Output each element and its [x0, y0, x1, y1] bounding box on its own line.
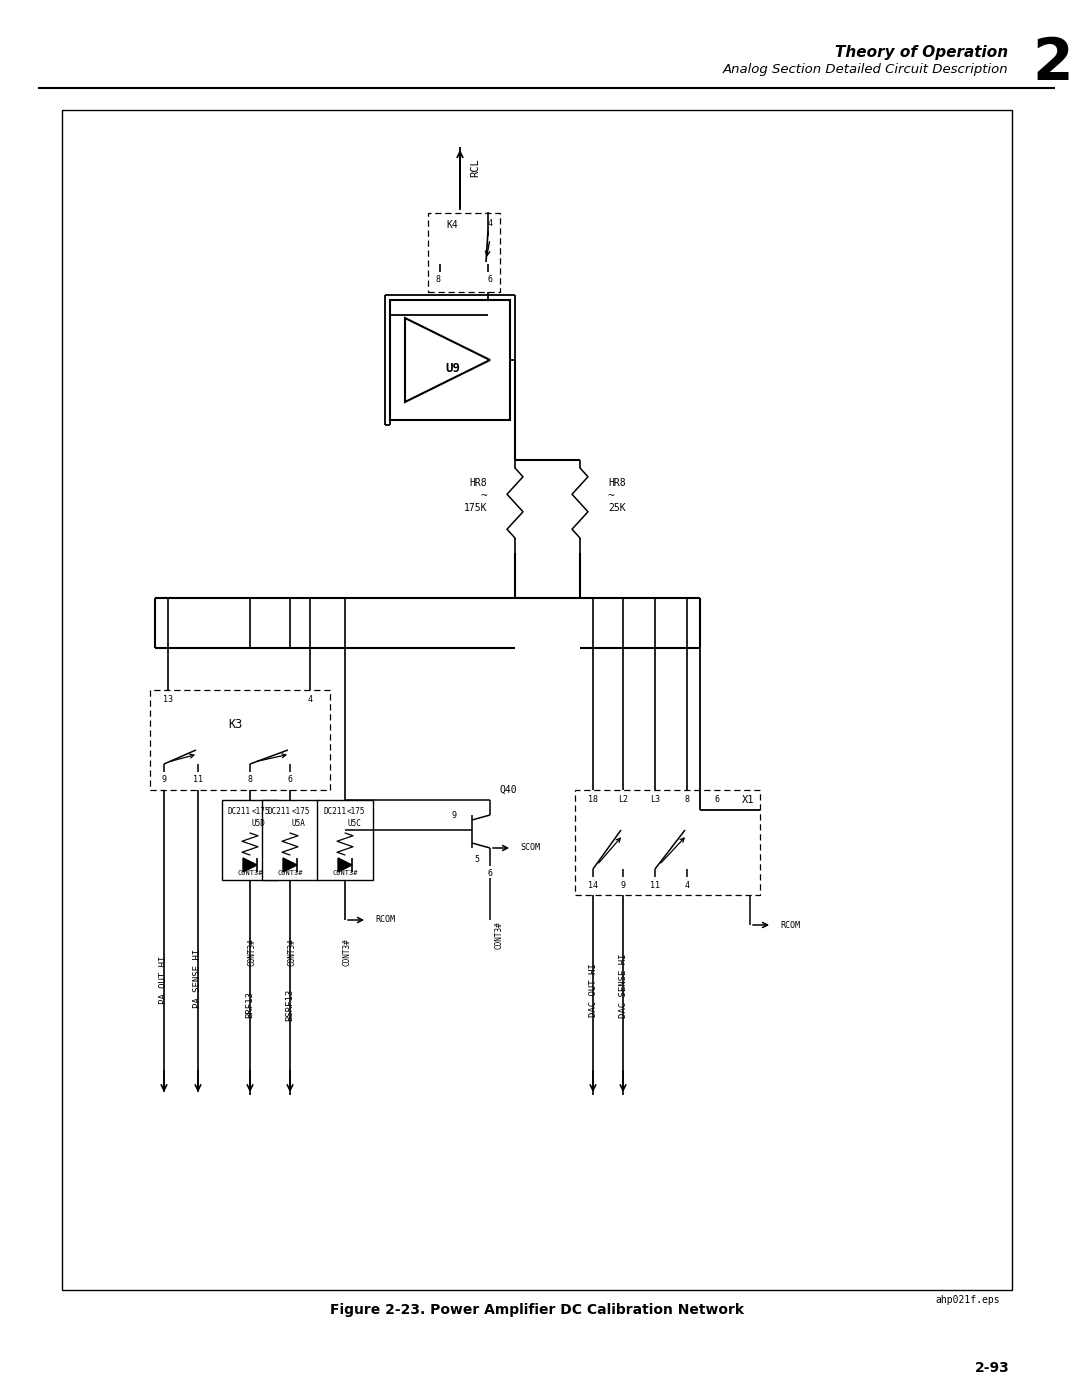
- Text: 11: 11: [193, 775, 203, 785]
- Text: 8: 8: [247, 775, 253, 785]
- Text: <175: <175: [347, 806, 365, 816]
- Text: CONT3#: CONT3#: [247, 939, 257, 965]
- Text: CONT3#: CONT3#: [495, 921, 504, 949]
- Text: HR8: HR8: [608, 478, 625, 488]
- Text: CONT3#: CONT3#: [342, 939, 351, 965]
- Text: U5A: U5A: [292, 820, 306, 828]
- Text: 2: 2: [1032, 35, 1074, 91]
- Text: DC211: DC211: [268, 806, 292, 816]
- Text: 18: 18: [588, 795, 598, 805]
- Text: ~: ~: [608, 490, 615, 502]
- Text: 8: 8: [685, 795, 689, 805]
- Text: Theory of Operation: Theory of Operation: [835, 45, 1008, 60]
- Text: SCOM: SCOM: [519, 844, 540, 852]
- Text: DC211: DC211: [323, 806, 346, 816]
- Text: DAC SENSE HI: DAC SENSE HI: [619, 954, 627, 1018]
- Text: DC211: DC211: [228, 806, 252, 816]
- Text: DAC OUT HI: DAC OUT HI: [589, 963, 597, 1017]
- Text: 14: 14: [588, 880, 598, 890]
- Text: U5C: U5C: [347, 820, 361, 828]
- Text: Q40: Q40: [500, 785, 517, 795]
- Polygon shape: [283, 858, 297, 872]
- Text: 4: 4: [685, 880, 689, 890]
- Text: 13: 13: [163, 696, 173, 704]
- Text: 6: 6: [715, 795, 719, 805]
- Text: Figure 2-23. Power Amplifier DC Calibration Network: Figure 2-23. Power Amplifier DC Calibrat…: [330, 1303, 744, 1317]
- Text: 2-93: 2-93: [975, 1361, 1010, 1375]
- Text: PA SENSE HI: PA SENSE HI: [193, 949, 203, 1007]
- Text: U9: U9: [445, 362, 460, 374]
- Text: CONT3#: CONT3#: [333, 870, 357, 876]
- Text: BRF13: BRF13: [245, 992, 255, 1018]
- Text: 5: 5: [474, 855, 480, 865]
- Text: ~: ~: [481, 490, 487, 502]
- Text: CONT3#: CONT3#: [278, 870, 302, 876]
- Text: 9: 9: [621, 880, 625, 890]
- Text: K4: K4: [446, 219, 458, 231]
- Text: 9: 9: [451, 810, 457, 820]
- Text: <175: <175: [292, 806, 311, 816]
- Bar: [428, 212, 500, 292]
- Text: 8: 8: [435, 275, 441, 285]
- Bar: [318, 800, 373, 880]
- Text: CONT3#: CONT3#: [238, 870, 262, 876]
- Text: HR8: HR8: [470, 478, 487, 488]
- Bar: [575, 789, 760, 895]
- Text: 6: 6: [487, 275, 492, 285]
- Bar: [222, 800, 278, 880]
- Bar: [262, 800, 318, 880]
- Polygon shape: [243, 858, 257, 872]
- Bar: [150, 690, 330, 789]
- Text: 9: 9: [162, 775, 166, 785]
- Text: U5D: U5D: [252, 820, 266, 828]
- Bar: [62, 110, 1012, 1289]
- Text: ahp021f.eps: ahp021f.eps: [935, 1295, 1000, 1305]
- Text: CONT3#: CONT3#: [287, 939, 297, 965]
- Polygon shape: [338, 858, 352, 872]
- Text: 175K: 175K: [463, 503, 487, 513]
- Text: X1: X1: [742, 795, 754, 805]
- Text: 6: 6: [487, 869, 492, 877]
- Text: 4: 4: [487, 218, 492, 228]
- Text: <175: <175: [252, 806, 270, 816]
- Text: RCL: RCL: [470, 159, 480, 177]
- Text: 11: 11: [650, 880, 660, 890]
- Text: RCOM: RCOM: [375, 915, 395, 925]
- Text: Analog Section Detailed Circuit Description: Analog Section Detailed Circuit Descript…: [723, 63, 1008, 77]
- Text: 25K: 25K: [608, 503, 625, 513]
- Text: L3: L3: [650, 795, 660, 805]
- Text: K3: K3: [228, 718, 242, 732]
- Text: L2: L2: [618, 795, 627, 805]
- Bar: [390, 300, 510, 420]
- Text: PA OUT HI: PA OUT HI: [160, 956, 168, 1004]
- Text: RCOM: RCOM: [780, 921, 800, 929]
- Text: 4: 4: [308, 696, 312, 704]
- Text: 6: 6: [287, 775, 293, 785]
- Text: BSRF13: BSRF13: [285, 989, 295, 1021]
